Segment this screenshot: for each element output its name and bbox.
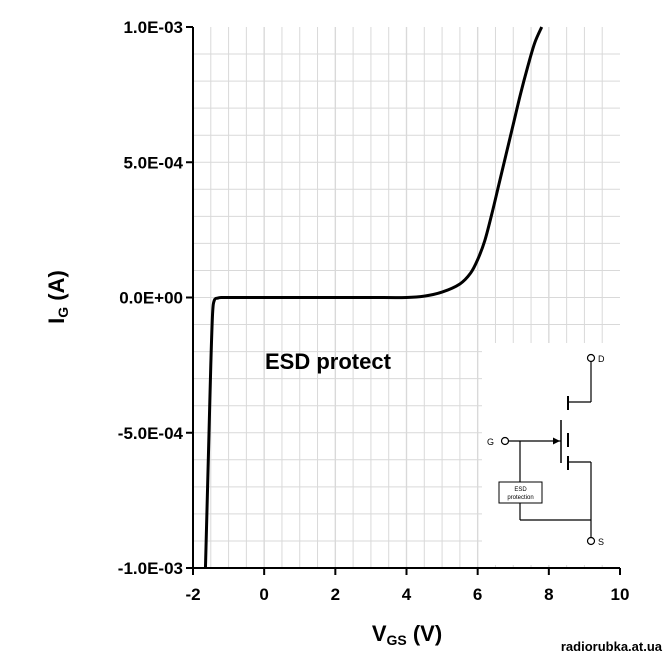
gate-arrow bbox=[553, 437, 560, 445]
source-terminal bbox=[586, 536, 596, 546]
source-label: S bbox=[598, 537, 604, 547]
drain-terminal bbox=[586, 353, 596, 363]
y-tick-label: 0.0E+00 bbox=[119, 289, 183, 308]
inset-background bbox=[482, 343, 622, 565]
inset-schematic: D G S ESD protection bbox=[482, 343, 622, 565]
x-title-main: V bbox=[372, 621, 387, 646]
y-tick-label: -1.0E-03 bbox=[118, 559, 183, 578]
x-ticks: -2 0 2 4 6 8 10 bbox=[185, 568, 629, 604]
y-title-unit: (A) bbox=[44, 270, 69, 307]
x-tick-label: 2 bbox=[331, 585, 340, 604]
y-tick-label: -5.0E-04 bbox=[118, 424, 184, 443]
x-tick-label: 4 bbox=[402, 585, 412, 604]
x-tick-label: 10 bbox=[611, 585, 630, 604]
y-title-sub: G bbox=[55, 307, 71, 318]
x-tick-label: 6 bbox=[473, 585, 482, 604]
y-axis-title: IG (A) bbox=[44, 270, 71, 324]
esd-box-label-2: protection bbox=[507, 495, 533, 501]
gate-label: G bbox=[487, 437, 494, 447]
x-title-sub: GS bbox=[387, 632, 407, 648]
esd-box-label-1: ESD bbox=[514, 487, 527, 493]
y-tick-label: 5.0E-04 bbox=[123, 153, 183, 172]
y-title-main: I bbox=[44, 318, 69, 324]
x-tick-label: 8 bbox=[544, 585, 553, 604]
x-axis-title: VGS (V) bbox=[372, 621, 442, 648]
y-ticks: 1.0E-03 5.0E-04 0.0E+00 -5.0E-04 -1.0E-03 bbox=[118, 18, 193, 578]
x-title-unit: (V) bbox=[407, 621, 442, 646]
esd-annotation: ESD protect bbox=[265, 349, 392, 374]
x-tick-label: 0 bbox=[259, 585, 268, 604]
gate-terminal bbox=[500, 436, 510, 446]
x-tick-label: -2 bbox=[185, 585, 200, 604]
series-line bbox=[203, 26, 544, 569]
drain-label: D bbox=[598, 354, 605, 364]
watermark: radiorubka.at.ua bbox=[561, 639, 663, 654]
y-tick-label: 1.0E-03 bbox=[123, 18, 183, 37]
